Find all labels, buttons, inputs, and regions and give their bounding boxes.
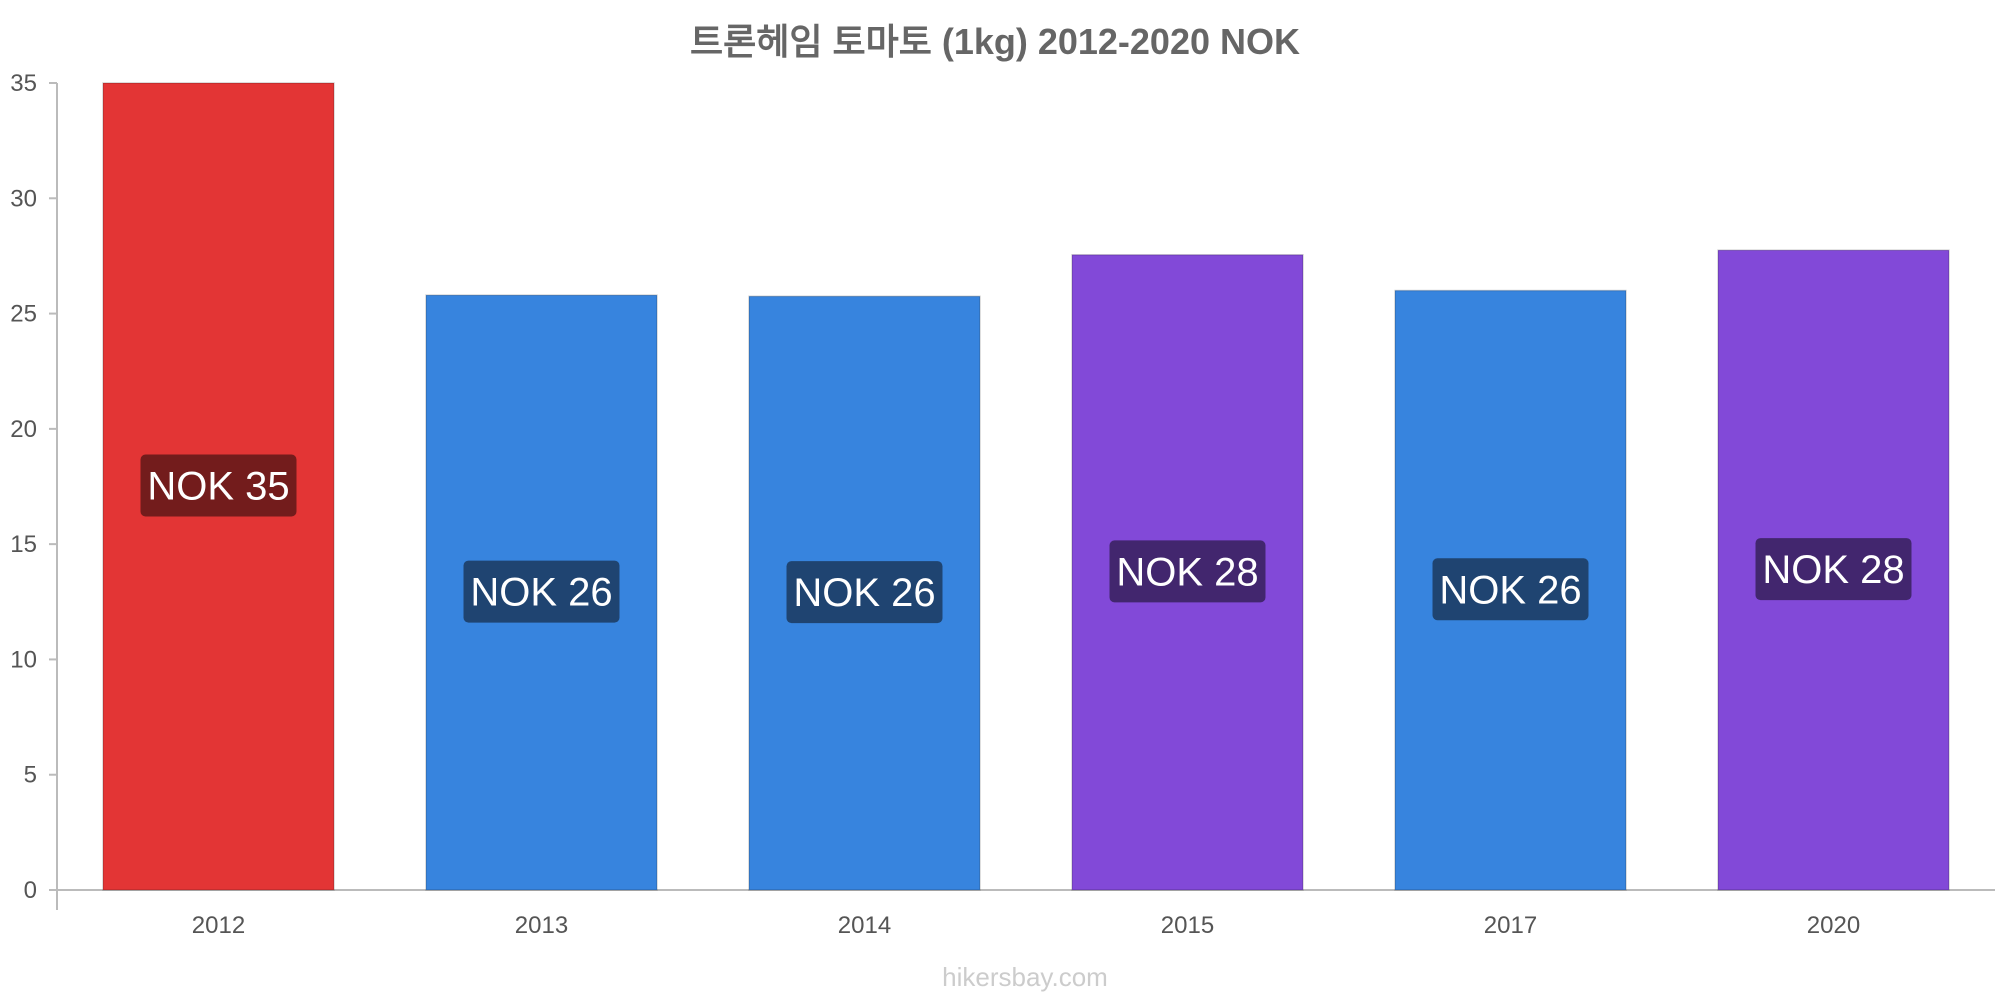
y-tick-label: 25 [10, 301, 37, 328]
y-tick-label: 35 [10, 70, 37, 97]
data-label-text: NOK 26 [793, 571, 935, 615]
data-label: NOK 35 [140, 454, 297, 517]
y-tick-label: 20 [10, 416, 37, 443]
y-tick-label: 10 [10, 646, 37, 673]
data-labels-group: NOK 35 NOK 26 NOK 26 NOK 28 NOK 26 NOK 28 [140, 454, 1912, 624]
x-tick-label: 2017 [1484, 912, 1537, 939]
y-axis-ticks: 0 5 10 15 20 25 30 35 [10, 70, 57, 904]
y-tick-label: 0 [24, 877, 37, 904]
bars-group [102, 82, 1950, 891]
data-label-text: NOK 28 [1116, 550, 1258, 594]
data-label-background [1432, 558, 1589, 621]
x-tick-label: 2014 [838, 912, 891, 939]
data-label-text: NOK 26 [1439, 568, 1581, 612]
data-label-text: NOK 35 [147, 465, 289, 509]
x-tick-label: 2012 [192, 912, 245, 939]
x-tick-label: 2013 [515, 912, 568, 939]
data-label-background [1755, 538, 1912, 601]
data-label-background [463, 560, 620, 623]
data-label-background [786, 561, 943, 624]
data-label: NOK 26 [463, 560, 620, 623]
data-label-text: NOK 26 [470, 571, 612, 615]
chart-title: 트론헤임 토마토 (1kg) 2012-2020 NOK [690, 21, 1300, 62]
x-tick-label: 2015 [1161, 912, 1214, 939]
source-credit: hikersbay.com [942, 962, 1108, 992]
y-tick-label: 30 [10, 185, 37, 212]
x-axis-ticks: 2012 2013 2014 2015 2017 2020 [192, 912, 1860, 939]
data-label: NOK 28 [1755, 538, 1912, 601]
data-label: NOK 28 [1109, 540, 1266, 603]
data-label-background [1109, 540, 1266, 603]
y-tick-label: 5 [24, 762, 37, 789]
data-label: NOK 26 [1432, 558, 1589, 621]
x-tick-label: 2020 [1807, 912, 1860, 939]
y-tick-label: 15 [10, 531, 37, 558]
data-label: NOK 26 [786, 561, 943, 624]
data-label-text: NOK 28 [1762, 548, 1904, 592]
data-label-background [140, 454, 297, 517]
